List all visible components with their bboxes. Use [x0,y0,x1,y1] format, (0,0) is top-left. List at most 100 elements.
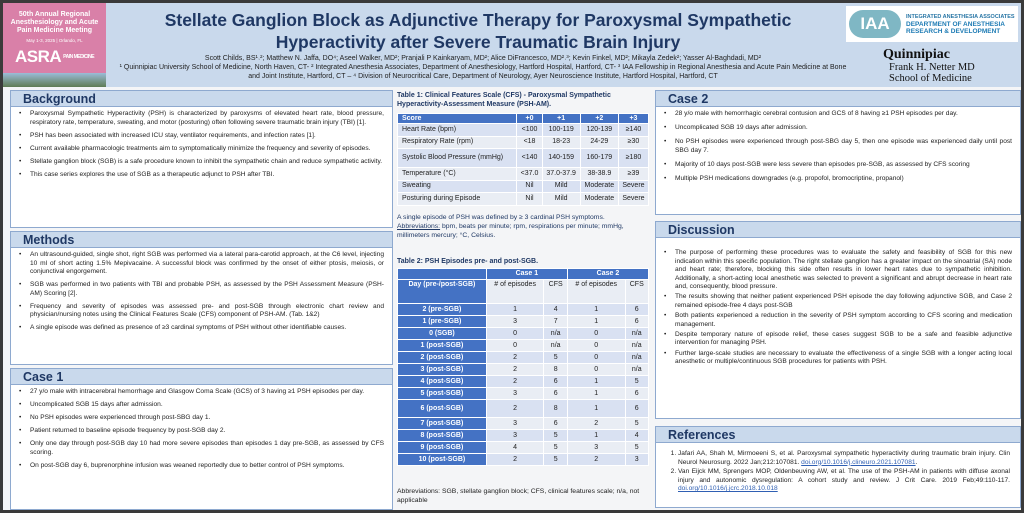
table-cell: 5 [543,441,568,454]
bullet-list: 28 y/o male with hemorrhagic cerebral co… [656,107,1020,184]
case-group-header: Case 2 [566,268,650,280]
bullet-item: SGB was performed in two patients with T… [19,281,384,298]
reference-item: Jafari AA, Shah M, Mirmoeeni S, et al. P… [678,450,1010,467]
table-cell: 4 [624,429,650,442]
reference-tail: . [915,458,918,466]
table-cell: 3 [485,429,545,442]
table-cell: 37.0-37.9 [541,167,581,181]
table-cell: Moderate [579,179,619,193]
table-row: 4 (post-SGB) 2 6 1 5 [397,375,650,388]
table-cell: 7 [543,315,568,328]
table-cell: 1 [566,399,626,418]
column-header: # of episodes [485,279,545,304]
table-row: 3 (post-SGB) 2 8 0 n/a [397,363,650,376]
table-cell: 6 [624,387,650,400]
table-cell: n/a [624,327,650,340]
table-cell: 1 [566,387,626,400]
table-row: 10 (post-SGB) 2 5 2 3 [397,453,650,466]
column-header: CFS [543,279,568,304]
table-cell: 24-29 [579,135,619,149]
table-cell: 160-179 [579,148,619,168]
table-cell: 0 (SGB) [397,327,487,340]
iaa-line-1: INTEGRATED ANESTHESIA ASSOCIATES [906,13,1015,20]
bullet-item: The results showing that neither patient… [664,293,1012,310]
table-header-row: Score +0 +1 +2 +3 [396,113,650,124]
table-cell: 140-159 [541,148,581,168]
table-row: Temperature (°C) <37.0 37.0-37.9 38-38.9 ≥39 [396,167,650,181]
column-header: +0 [516,113,543,124]
bullet-item: An ultrasound-guided, single shot, right… [19,251,384,277]
bullet-item: No PSH episodes were experienced through… [664,138,1012,155]
table-cell: 2 [566,417,626,430]
reference-item: Van Eijck MM, Sprengers MOP, Oldenbeuvin… [678,468,1010,494]
table-row: Respiratory Rate (rpm) <18 18-23 24-29 ≥30 [396,135,650,149]
table1-notes: A single episode of PSH was defined by ≥… [397,213,649,240]
table-cell: Temperature (°C) [396,167,518,181]
table-cell: ≥39 [617,167,650,181]
table-row: 9 (post-SGB) 4 5 3 5 [397,441,650,454]
table-cell: 5 [543,351,568,364]
table-cell: 1 (pre-SGB) [397,315,487,328]
conference-name: 50th Annual Regional Anesthesiology and … [10,11,99,34]
table-cell: 0 [566,339,626,352]
table-cell: 2 [485,399,545,418]
bullet-item: This case series explores the use of SGB… [19,171,384,180]
asra-logo-subtext: PAIN MEDICINE [63,54,95,61]
bullet-item: Both patients experienced a reduction in… [664,312,1012,329]
table-cell: 5 [624,375,650,388]
netter-line-1: Frank H. Netter MD [889,62,975,73]
table1-note: A single episode of PSH was defined by ≥… [397,214,605,221]
table-cell: 6 [624,399,650,418]
table-cell: 3 (post-SGB) [397,363,487,376]
table-cell: 1 [566,303,626,316]
table-cell: 120-139 [579,123,619,137]
section-title: References [656,427,1020,443]
table-cell: Mild [541,179,581,193]
bullet-item: No PSH episodes were experienced through… [19,414,384,423]
column-header: CFS [624,279,650,304]
table-cell: 6 (post-SGB) [397,399,487,418]
table-cell: 2 (post-SGB) [397,351,487,364]
bullet-item: A single episode was defined as presence… [19,324,384,333]
reference-list: Jafari AA, Shah M, Mirmoeeni S, et al. P… [656,443,1020,494]
bullet-item: Only one day through post-SGB day 10 had… [19,440,384,457]
table-cell: n/a [624,351,650,364]
table-cell: n/a [624,363,650,376]
section-title: Discussion [656,222,1020,238]
column-header: +2 [579,113,619,124]
discussion-section: Discussion The purpose of performing thes… [655,221,1021,419]
table-cell: 4 [543,303,568,316]
table-cell: 1 [566,315,626,328]
doi-link[interactable]: doi.org/10.1016/j.clineuro.2021.107081 [801,458,916,466]
bullet-item: Frequency and severity of episodes was a… [19,303,384,320]
table-cell: 6 [543,387,568,400]
bullet-list: An ultrasound-guided, single shot, right… [11,248,392,333]
bullet-item: Uncomplicated SGB 19 days after admissio… [664,124,1012,133]
bullet-item: Paroxysmal Sympathetic Hyperactivity (PS… [19,110,384,127]
bullet-list: 27 y/o male with intracerebral hemorrhag… [11,385,392,470]
bullet-item: Current available pharmacologic treatmen… [19,145,384,154]
table1-caption: Table 1: Clinical Features Scale (CFS) -… [397,92,611,108]
table-cell: 1 [566,429,626,442]
table-cell: Severe [617,192,650,206]
table-cell: <18 [516,135,543,149]
table-cell: <140 [516,148,543,168]
bullet-item: Despite temporary nature of episode reli… [664,331,1012,348]
table-row: 7 (post-SGB) 3 6 2 5 [397,417,650,430]
table-cell: 2 [485,375,545,388]
table-row: 1 (post-SGB) 0 n/a 0 n/a [397,339,650,352]
table-row: Heart Rate (bpm) <100 100-119 120-139 ≥140 [396,123,650,137]
table1-abbreviations: bpm, beats per minute; rpm, respirations… [397,223,624,239]
doi-link[interactable]: doi.org/10.1016/j.jcrc.2018.10.018 [678,485,778,493]
table-cell: n/a [543,327,568,340]
table-cell: Respiratory Rate (rpm) [396,135,518,149]
table-cell: ≥140 [617,123,650,137]
table-cell: 6 [543,417,568,430]
table-cell: 3 [485,417,545,430]
table-cell: n/a [543,339,568,352]
quinnipiac-name: Quinnipiac [883,47,950,62]
bullet-item: Uncomplicated SGB 15 days after admissio… [19,401,384,410]
table-cell: Sweating [396,179,518,193]
table-cell: Mild [541,192,581,206]
column-header: Score [396,113,518,124]
